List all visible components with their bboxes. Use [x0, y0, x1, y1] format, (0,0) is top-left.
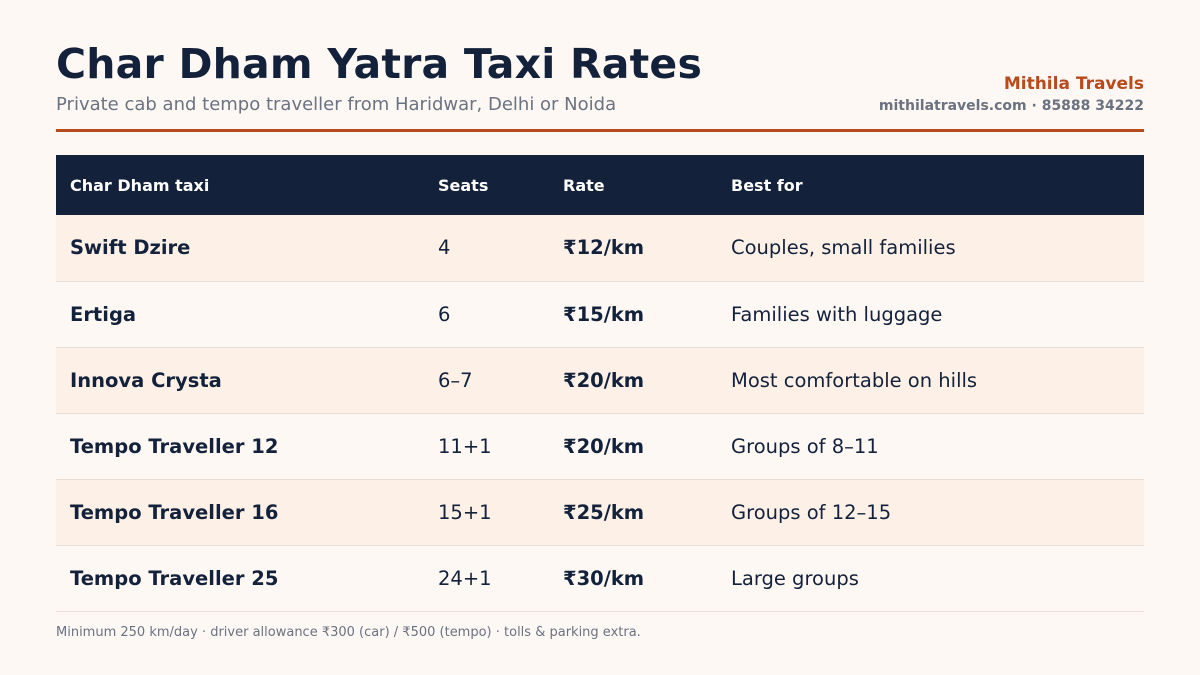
best-for-cell: Groups of 12–15 — [731, 500, 892, 524]
rate-cell: ₹30/km — [563, 566, 645, 590]
rate-cell: ₹20/km — [563, 368, 645, 392]
best-for-cell: Families with luggage — [731, 302, 943, 326]
footnote: Minimum 250 km/day · driver allowance ₹3… — [56, 625, 641, 640]
seats-cell: 15+1 — [438, 500, 492, 524]
best-for-cell: Groups of 8–11 — [731, 434, 879, 458]
rate-card: Char Dham Yatra Taxi Rates Private cab a… — [56, 0, 1144, 675]
column-header-vehicle: Char Dham taxi — [70, 175, 210, 195]
vehicle-cell: Tempo Traveller 25 — [70, 566, 279, 590]
seats-cell: 11+1 — [438, 434, 492, 458]
vehicle-cell: Tempo Traveller 12 — [70, 434, 279, 458]
table-row: Innova Crysta 6–7 ₹20/km Most comfortabl… — [56, 347, 1144, 413]
seats-cell: 24+1 — [438, 566, 492, 590]
table-row: Swift Dzire 4 ₹12/km Couples, small fami… — [56, 215, 1144, 281]
table-header: Char Dham taxi Seats Rate Best for — [56, 155, 1144, 215]
rate-cell: ₹15/km — [563, 302, 645, 326]
best-for-cell: Couples, small families — [731, 236, 956, 260]
table-row: Tempo Traveller 25 24+1 ₹30/km Large gro… — [56, 545, 1144, 611]
seats-cell: 6–7 — [438, 368, 473, 392]
rate-cell: ₹20/km — [563, 434, 645, 458]
best-for-cell: Large groups — [731, 566, 859, 590]
page-title: Char Dham Yatra Taxi Rates — [56, 40, 703, 88]
page-subtitle: Private cab and tempo traveller from Har… — [56, 94, 617, 115]
brand-name: Mithila Travels — [1003, 74, 1144, 94]
column-header-seats: Seats — [438, 175, 489, 195]
brand-contact: mithilatravels.com · 85888 34222 — [878, 98, 1144, 114]
column-header-rate: Rate — [563, 175, 605, 195]
seats-cell: 4 — [438, 236, 451, 260]
table-row: Tempo Traveller 12 11+1 ₹20/km Groups of… — [56, 413, 1144, 479]
table-header-row: Char Dham taxi Seats Rate Best for — [56, 155, 1144, 215]
rate-cell: ₹25/km — [563, 500, 645, 524]
brand-block: Mithila Travels mithilatravels.com · 858… — [879, 74, 1144, 116]
vehicle-cell: Tempo Traveller 16 — [70, 500, 279, 524]
vehicle-cell: Swift Dzire — [70, 236, 191, 260]
best-for-cell: Most comfortable on hills — [731, 368, 978, 392]
rate-cell: ₹12/km — [563, 236, 645, 260]
rates-table: Char Dham taxi Seats Rate Best for Swift… — [56, 155, 1144, 612]
header: Char Dham Yatra Taxi Rates Private cab a… — [56, 0, 1144, 132]
seats-cell: 6 — [438, 302, 451, 326]
vehicle-cell: Ertiga — [70, 302, 137, 326]
column-header-best-for: Best for — [731, 175, 803, 195]
table-row: Ertiga 6 ₹15/km Families with luggage — [56, 281, 1144, 347]
table-body: Swift Dzire 4 ₹12/km Couples, small fami… — [56, 215, 1144, 611]
table-row: Tempo Traveller 16 15+1 ₹25/km Groups of… — [56, 479, 1144, 545]
vehicle-cell: Innova Crysta — [70, 368, 222, 392]
